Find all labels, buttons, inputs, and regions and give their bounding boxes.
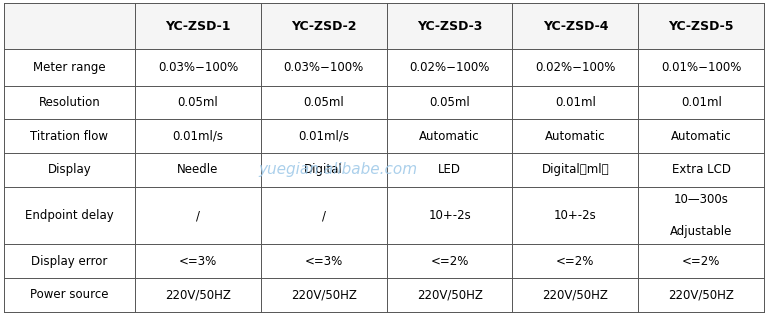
Text: 0.01ml/s: 0.01ml/s <box>298 130 349 143</box>
Text: 0.05ml: 0.05ml <box>177 96 218 109</box>
Text: 220V/50HZ: 220V/50HZ <box>668 289 734 301</box>
Text: YC-ZSD-4: YC-ZSD-4 <box>543 20 608 33</box>
Text: Display: Display <box>48 163 91 176</box>
Text: YC-ZSD-2: YC-ZSD-2 <box>291 20 356 33</box>
Bar <box>4 3 764 49</box>
Text: <=3%: <=3% <box>305 255 343 268</box>
Text: Meter range: Meter range <box>33 61 106 74</box>
Text: 0.02%−100%: 0.02%−100% <box>535 61 616 74</box>
Text: Titration flow: Titration flow <box>31 130 108 143</box>
Text: LED: LED <box>438 163 461 176</box>
Text: 10—300s: 10—300s <box>674 193 729 206</box>
Text: 220V/50HZ: 220V/50HZ <box>417 289 482 301</box>
Text: 220V/50HZ: 220V/50HZ <box>542 289 608 301</box>
Text: 0.01ml: 0.01ml <box>680 96 722 109</box>
Text: Automatic: Automatic <box>419 130 480 143</box>
Text: 0.02%−100%: 0.02%−100% <box>409 61 490 74</box>
Text: Extra LCD: Extra LCD <box>672 163 730 176</box>
Text: Digital: Digital <box>304 163 343 176</box>
Text: 0.01%−100%: 0.01%−100% <box>661 61 741 74</box>
Text: Automatic: Automatic <box>545 130 606 143</box>
Text: <=2%: <=2% <box>430 255 468 268</box>
Text: 0.05ml: 0.05ml <box>429 96 470 109</box>
Text: Power source: Power source <box>30 289 108 301</box>
Text: Resolution: Resolution <box>38 96 101 109</box>
Text: <=2%: <=2% <box>682 255 720 268</box>
Text: YC-ZSD-3: YC-ZSD-3 <box>417 20 482 33</box>
Text: yuegian.alibabe.com: yuegian.alibabe.com <box>258 163 418 177</box>
Text: Automatic: Automatic <box>671 130 732 143</box>
Text: 10+-2s: 10+-2s <box>554 209 597 222</box>
Text: <=2%: <=2% <box>556 255 594 268</box>
Text: 220V/50HZ: 220V/50HZ <box>165 289 231 301</box>
Text: <=3%: <=3% <box>179 255 217 268</box>
Text: 0.03%−100%: 0.03%−100% <box>157 61 238 74</box>
Text: 0.05ml: 0.05ml <box>303 96 344 109</box>
Text: Digital（ml）: Digital（ml） <box>541 163 609 176</box>
Text: Endpoint delay: Endpoint delay <box>25 209 114 222</box>
Text: 0.01ml: 0.01ml <box>555 96 596 109</box>
Text: /: / <box>196 209 200 222</box>
Text: Needle: Needle <box>177 163 219 176</box>
Text: 10+-2s: 10+-2s <box>429 209 471 222</box>
Text: /: / <box>322 209 326 222</box>
Text: 0.01ml/s: 0.01ml/s <box>172 130 223 143</box>
Text: Adjustable: Adjustable <box>670 225 733 238</box>
Text: YC-ZSD-1: YC-ZSD-1 <box>165 20 230 33</box>
Text: 220V/50HZ: 220V/50HZ <box>291 289 356 301</box>
Text: Display error: Display error <box>31 255 108 268</box>
Text: YC-ZSD-5: YC-ZSD-5 <box>668 20 734 33</box>
Text: 0.03%−100%: 0.03%−100% <box>283 61 364 74</box>
